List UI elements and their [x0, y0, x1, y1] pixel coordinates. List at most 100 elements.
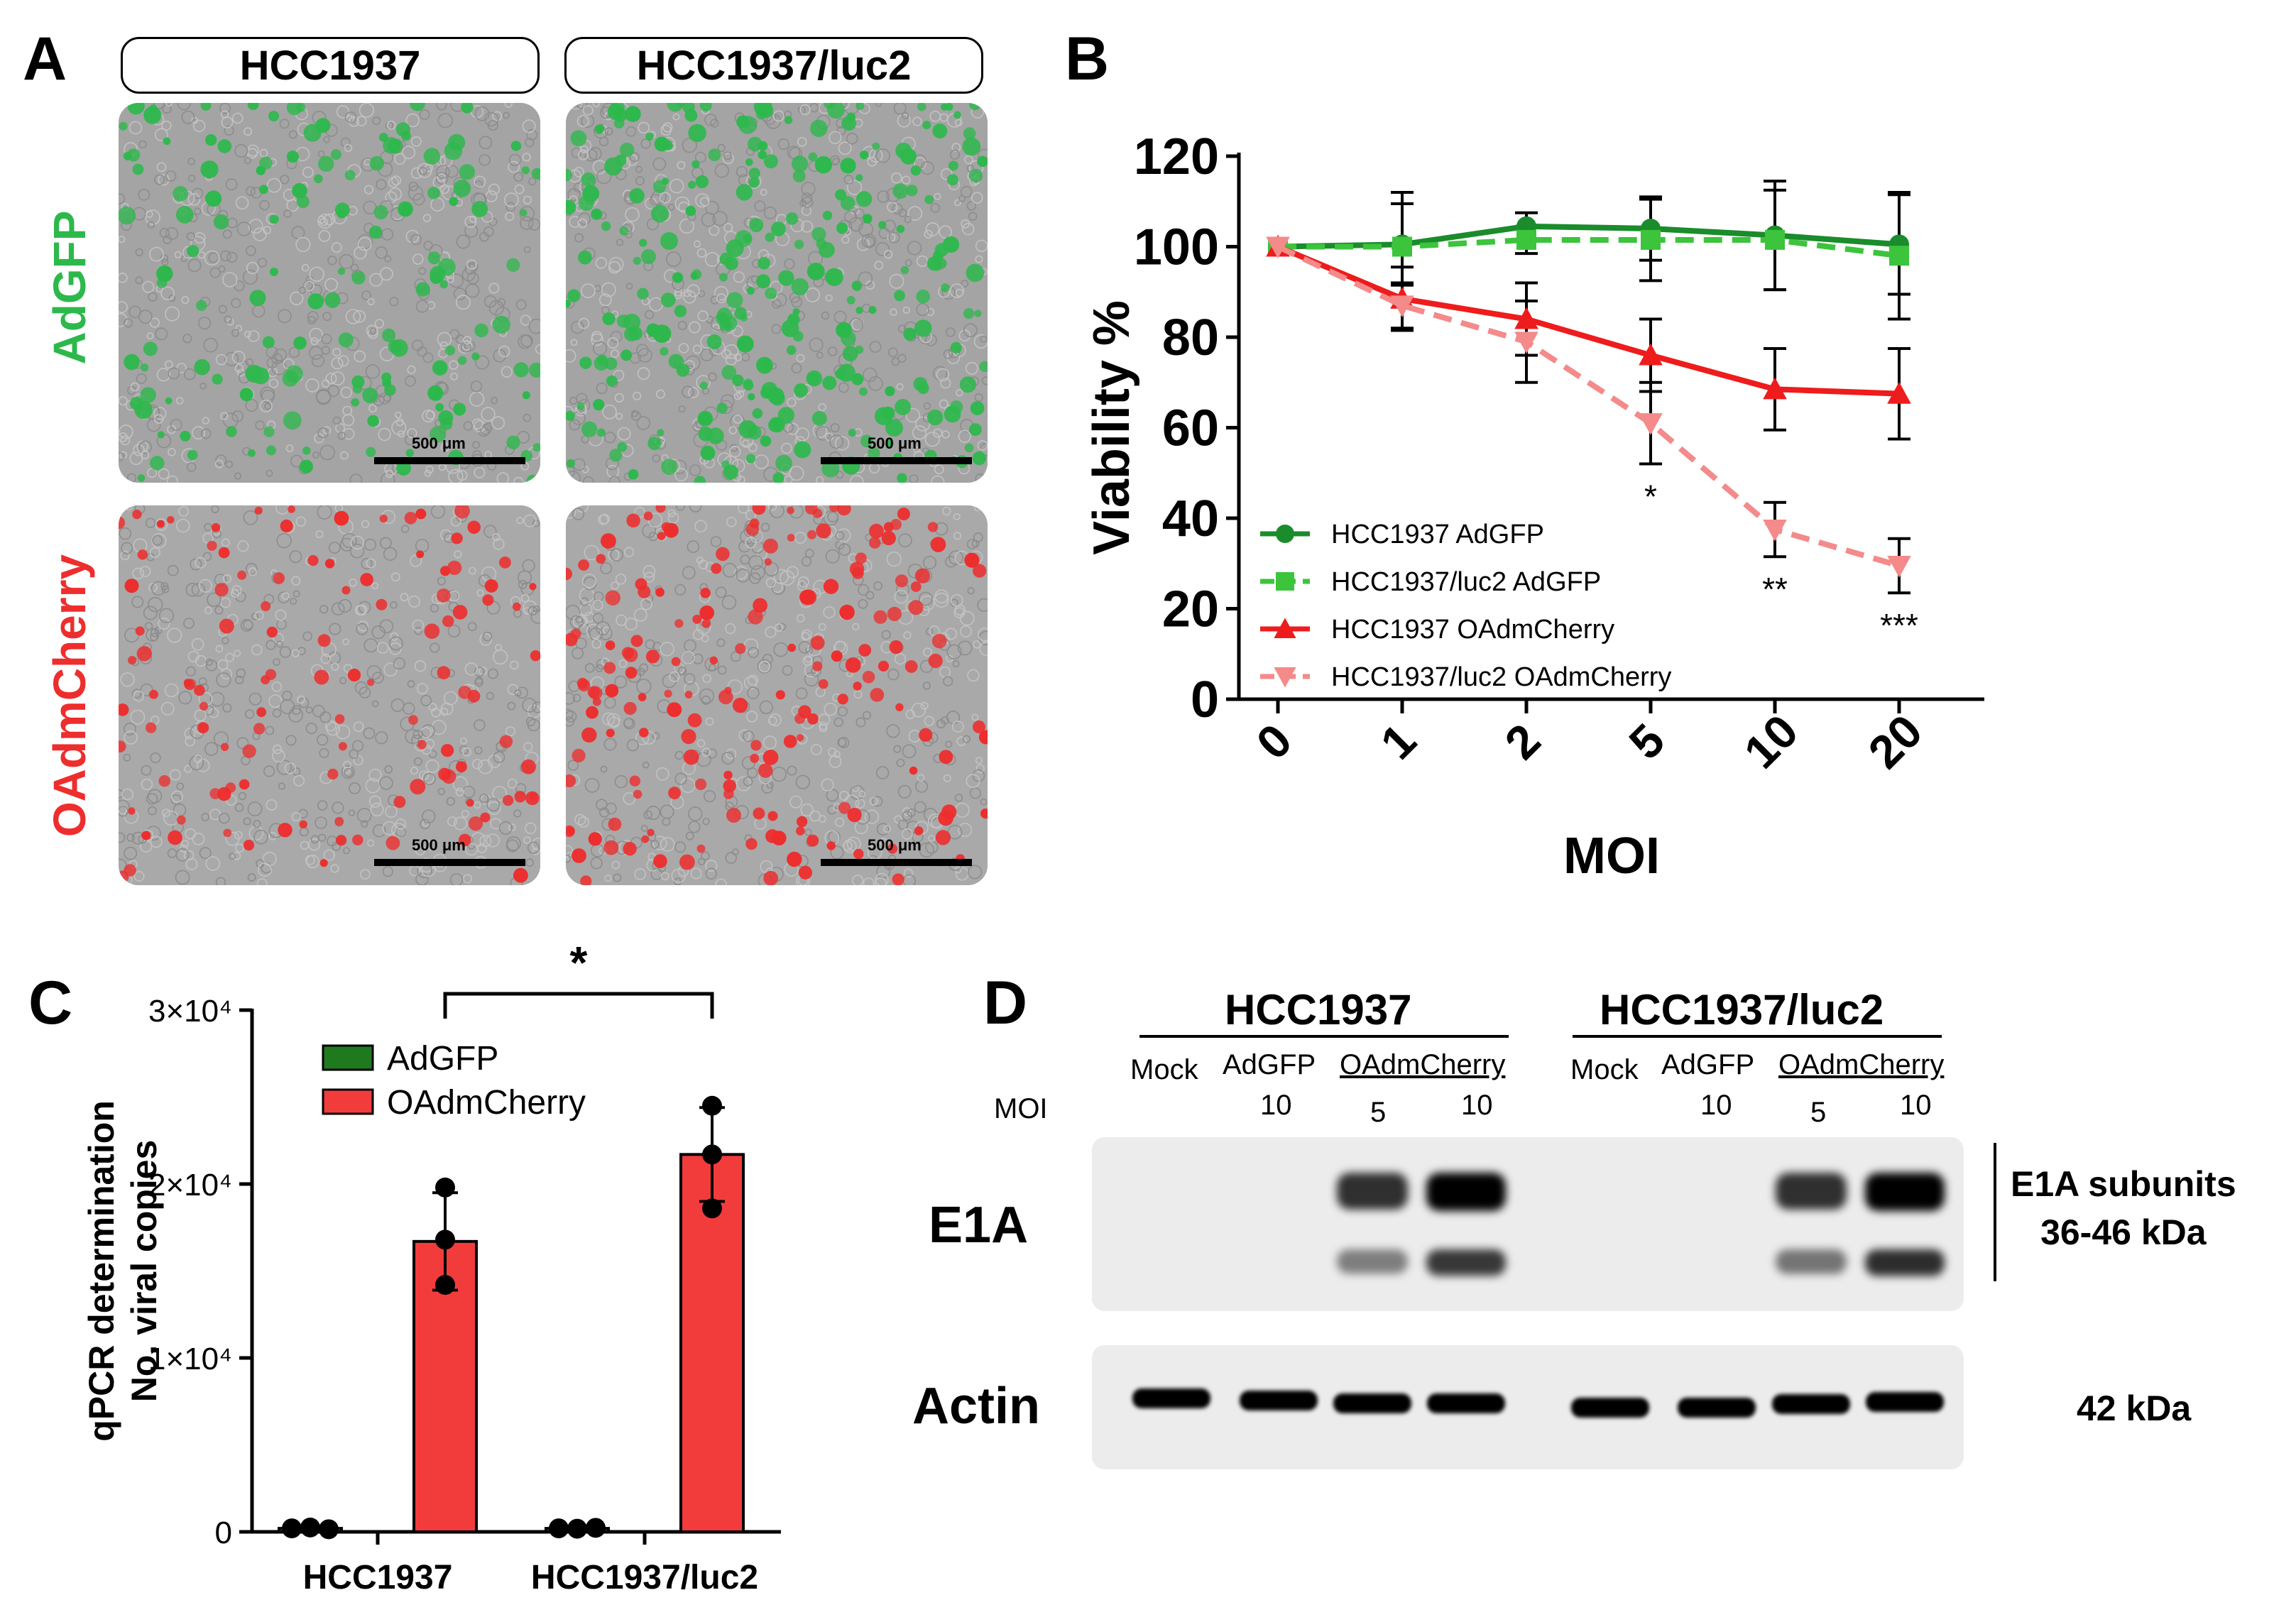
replicate-point: [435, 1275, 455, 1295]
gfp-cell: [860, 150, 869, 160]
cell-outline: [671, 868, 687, 883]
panel-c-letter: C: [28, 969, 73, 1037]
cell-outline: [504, 192, 519, 207]
mcherry-cell: [895, 574, 909, 588]
gfp-cell: [660, 232, 678, 250]
mcherry-cell: [657, 532, 666, 540]
mcherry-cell: [683, 749, 699, 765]
cell-outline: [148, 596, 163, 613]
actin-band: [1427, 1393, 1505, 1413]
gfp-cell: [367, 415, 379, 427]
cell-outline: [949, 550, 963, 566]
gfp-cell: [369, 155, 385, 171]
cell-outline: [232, 112, 244, 124]
cell-outline: [679, 218, 694, 234]
gfp-cell: [457, 356, 467, 365]
mcherry-cell: [442, 615, 454, 628]
cell-outline: [349, 543, 365, 559]
gfp-cell: [453, 402, 466, 416]
cell-outline: [694, 151, 706, 163]
mcherry-cell: [458, 833, 471, 847]
cell-outline: [839, 790, 850, 801]
cell-outline: [297, 695, 305, 704]
cell-outline: [321, 334, 332, 345]
mcherry-cell: [807, 713, 819, 725]
cell-outline: [917, 774, 925, 782]
cell-outline: [514, 184, 525, 194]
cell-outline: [504, 103, 513, 108]
cell-outline: [203, 337, 218, 353]
cell-outline: [592, 613, 603, 624]
mcherry-cell: [366, 679, 375, 686]
cell-outline: [699, 688, 715, 704]
cell-outline: [225, 652, 234, 662]
cell-outline: [823, 606, 836, 619]
cell-outline: [688, 321, 701, 334]
cell-outline: [447, 816, 457, 827]
cell-outline: [890, 308, 897, 317]
cell-outline: [578, 317, 590, 329]
gfp-cell: [792, 155, 809, 172]
gfp-cell: [134, 400, 153, 420]
mcherry-cell: [608, 817, 622, 831]
cell-outline: [124, 730, 138, 745]
cell-outline: [523, 836, 531, 844]
legend-label: HCC1937 AdGFP: [1331, 520, 1544, 549]
gfp-cell: [609, 449, 623, 462]
scale-bar-label: 500 μm: [412, 434, 466, 452]
cell-outline: [391, 175, 402, 186]
cell-outline: [179, 844, 188, 853]
x-tick-label: 2: [1494, 713, 1550, 769]
gfp-cell: [217, 139, 232, 153]
cell-outline: [425, 465, 434, 474]
data-point: [1887, 381, 1911, 404]
gfp-cell: [900, 265, 909, 275]
cell-outline: [584, 544, 600, 561]
x-tick-label: 20: [1858, 704, 1932, 778]
moi-value: 10: [1900, 1090, 1932, 1121]
cell-outline: [741, 756, 755, 770]
cell-outline: [927, 835, 935, 843]
mcherry-cell: [858, 644, 872, 657]
cell-outline: [214, 605, 224, 615]
y-axis-label: Viability %: [1083, 300, 1140, 555]
cell-outline: [646, 805, 661, 820]
cell-outline: [966, 539, 978, 549]
cell-outline: [596, 621, 611, 636]
cell-outline: [475, 355, 490, 370]
cell-outline: [669, 178, 684, 194]
mcherry-cell: [767, 811, 778, 821]
cell-outline: [343, 664, 353, 673]
gfp-cell: [924, 194, 934, 204]
cell-outline: [827, 346, 838, 356]
gfp-cell: [868, 306, 877, 314]
cell-outline: [791, 363, 802, 374]
mcherry-cell: [623, 842, 637, 856]
cell-outline: [608, 476, 621, 483]
cell-outline: [325, 373, 337, 385]
cell-outline: [978, 628, 988, 642]
cell-outline: [902, 112, 909, 119]
mcherry-cell: [338, 742, 347, 751]
cell-outline: [379, 267, 393, 281]
cell-outline: [161, 258, 169, 266]
cell-outline: [640, 598, 652, 610]
mcherry-cell: [520, 759, 536, 774]
gfp-cell: [963, 127, 976, 140]
cell-outline: [958, 194, 966, 202]
mcherry-cell: [415, 508, 427, 520]
cell-outline: [527, 704, 540, 718]
cell-outline: [959, 610, 975, 626]
cell-outline: [187, 192, 201, 206]
cell-outline: [971, 539, 980, 548]
cell-outline: [710, 295, 720, 305]
gfp-cell: [785, 212, 799, 225]
gfp-cell: [212, 373, 223, 385]
cell-outline: [968, 865, 983, 880]
gfp-cell: [427, 385, 444, 401]
cell-outline: [603, 738, 617, 751]
mcherry-cell: [807, 834, 819, 847]
cell-outline: [317, 800, 328, 811]
cell-outline: [682, 385, 694, 398]
cell-outline: [423, 772, 436, 786]
